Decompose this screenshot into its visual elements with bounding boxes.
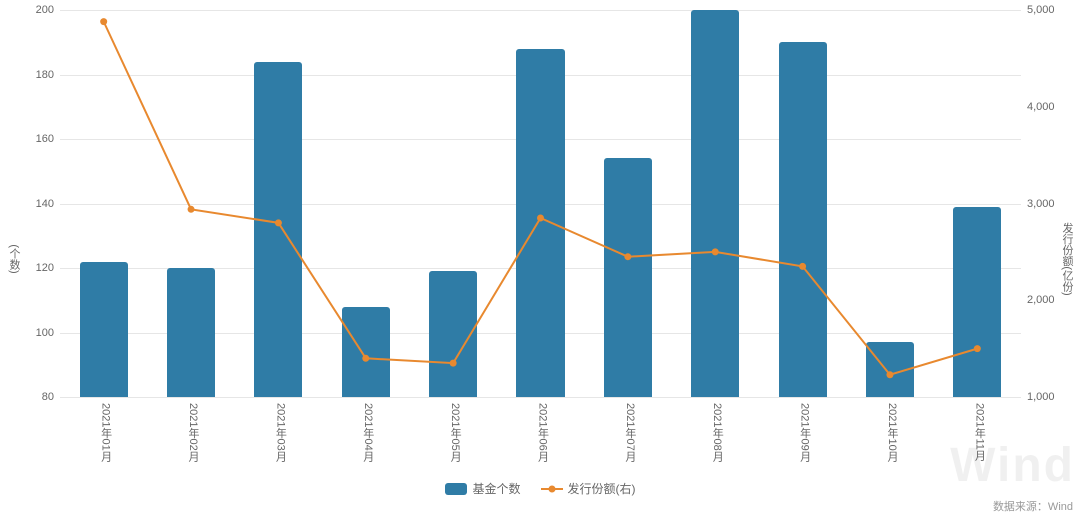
line-marker xyxy=(275,219,282,226)
data-source-label: 数据来源：Wind xyxy=(993,498,1073,514)
x-tick-label: 2021年08月 xyxy=(709,403,725,462)
x-tick-label: 2021年01月 xyxy=(98,403,114,462)
x-tick-label: 2021年05月 xyxy=(447,403,463,462)
y-right-tick: 5,000 xyxy=(1027,4,1055,16)
legend-item[interactable]: 基金个数 xyxy=(445,480,520,497)
line-marker xyxy=(188,206,195,213)
line-marker xyxy=(886,371,893,378)
y-left-tick: 140 xyxy=(36,198,54,210)
legend-label: 基金个数 xyxy=(472,480,520,497)
gridline xyxy=(60,397,1021,398)
y-left-tick: 160 xyxy=(36,133,54,145)
y-left-axis: 80100120140160180200 xyxy=(0,10,60,397)
plot-area: 2021年01月2021年02月2021年03月2021年04月2021年05月… xyxy=(60,10,1021,397)
line-marker xyxy=(362,355,369,362)
y-left-tick: 80 xyxy=(42,391,54,403)
y-right-tick: 4,000 xyxy=(1027,101,1055,113)
x-tick-label: 2021年02月 xyxy=(185,403,201,462)
line-marker xyxy=(537,215,544,222)
dual-axis-chart: (个数) 发行份额(亿份) 80100120140160180200 1,000… xyxy=(0,0,1081,517)
line-marker xyxy=(624,253,631,260)
x-tick-label: 2021年06月 xyxy=(535,403,551,462)
line-marker xyxy=(712,248,719,255)
y-left-tick: 100 xyxy=(36,327,54,339)
y-right-tick: 2,000 xyxy=(1027,294,1055,306)
x-tick-label: 2021年04月 xyxy=(360,403,376,462)
y-right-tick: 3,000 xyxy=(1027,198,1055,210)
y-left-tick: 120 xyxy=(36,262,54,274)
legend-swatch-bar-icon xyxy=(445,483,467,495)
legend-item[interactable]: 发行份额(右) xyxy=(541,480,636,497)
x-tick-label: 2021年10月 xyxy=(884,403,900,462)
x-tick-label: 2021年09月 xyxy=(797,403,813,462)
line-marker xyxy=(450,360,457,367)
legend-swatch-line-icon xyxy=(541,483,563,495)
line-marker xyxy=(974,345,981,352)
line-marker xyxy=(100,18,107,25)
x-tick-label: 2021年07月 xyxy=(622,403,638,462)
y-left-tick: 180 xyxy=(36,69,54,81)
line-path xyxy=(104,22,978,375)
y-right-tick: 1,000 xyxy=(1027,391,1055,403)
y-left-tick: 200 xyxy=(36,4,54,16)
line-series xyxy=(60,10,1021,397)
x-tick-label: 2021年03月 xyxy=(272,403,288,462)
line-marker xyxy=(799,263,806,270)
y-right-axis: 1,0002,0003,0004,0005,000 xyxy=(1021,10,1081,397)
legend-label: 发行份额(右) xyxy=(568,480,636,497)
chart-legend: 基金个数 发行份额(右) xyxy=(0,480,1081,498)
